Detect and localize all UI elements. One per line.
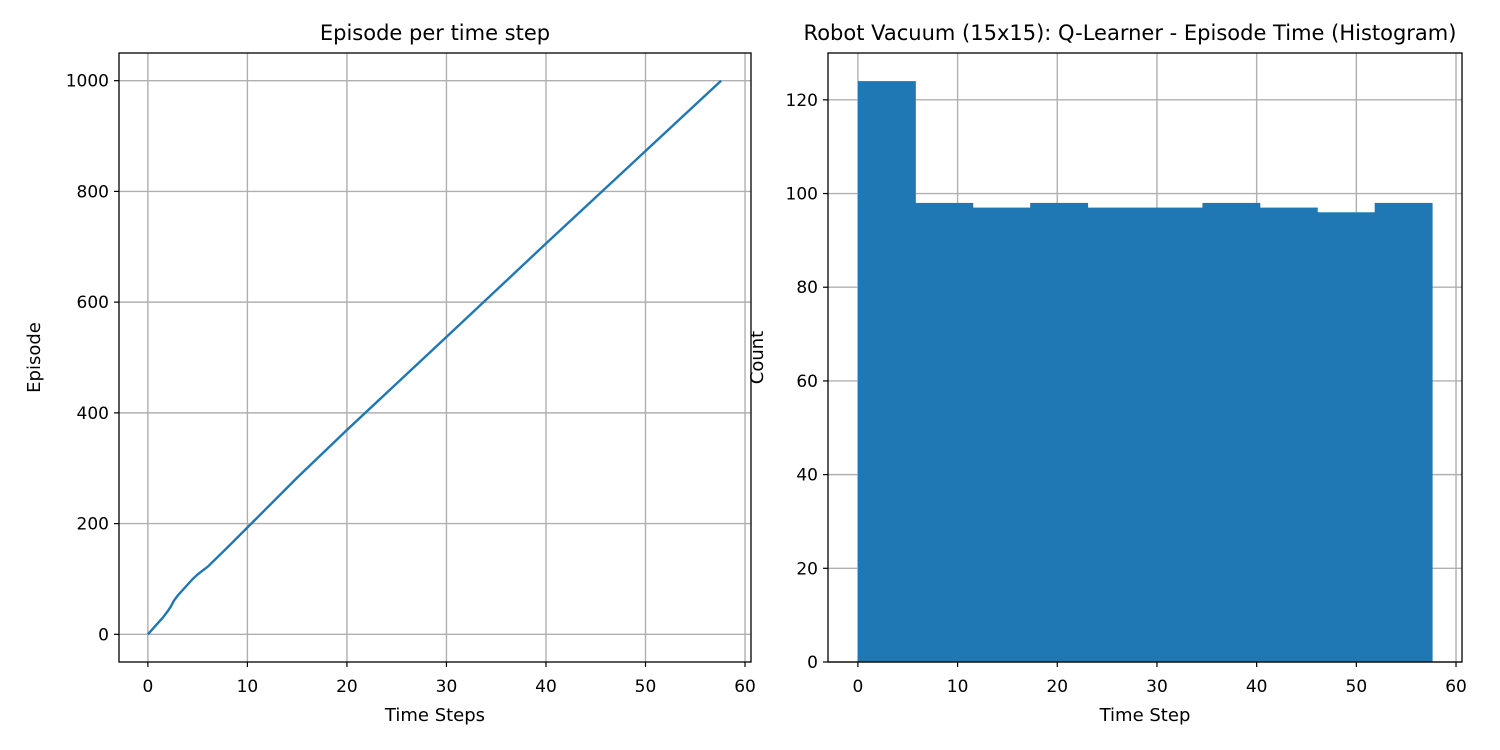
x-axis-label: Time Steps: [384, 705, 485, 726]
chart-title: Episode per time step: [320, 21, 550, 45]
series-line-episode: [147, 79, 722, 636]
y-axis-label: Count: [747, 331, 768, 384]
histogram-bar: [1202, 202, 1261, 662]
x-tick-label: 10: [237, 677, 259, 697]
histogram-bar: [1317, 212, 1376, 662]
y-tick-label: 40: [796, 466, 818, 486]
x-tick-label: 0: [142, 677, 153, 697]
x-tick-label: 20: [336, 677, 358, 697]
y-tick-label: 800: [77, 182, 109, 202]
x-tick-label: 40: [535, 677, 557, 697]
histogram-bar: [1030, 202, 1089, 662]
axes-frame: [118, 52, 752, 663]
histogram-bar: [1145, 207, 1203, 663]
x-tick-label: 60: [734, 677, 756, 697]
y-axis-label: Episode: [24, 322, 45, 393]
x-tick-label: 10: [947, 677, 969, 697]
y-tick-label: 1000: [66, 72, 109, 92]
y-tick-label: 0: [98, 625, 109, 645]
histogram-bar: [915, 202, 974, 662]
x-tick-label: 30: [436, 677, 458, 697]
y-tick-label: 0: [807, 653, 818, 673]
histogram-bar: [1087, 207, 1146, 663]
y-tick-label: 200: [77, 515, 109, 535]
histogram-bar: [1374, 202, 1433, 662]
y-tick-label: 120: [786, 91, 818, 111]
y-tick-label: 80: [796, 278, 818, 298]
histogram-bar: [857, 81, 916, 663]
x-tick-label: 0: [852, 677, 863, 697]
x-axis-label: Time Step: [1099, 705, 1191, 726]
y-tick-label: 60: [796, 372, 818, 392]
x-tick-label: 50: [1346, 677, 1368, 697]
x-tick-label: 60: [1445, 677, 1467, 697]
histogram-bar: [1259, 207, 1318, 663]
histogram-bars: [857, 81, 1433, 663]
axes-frame: [827, 52, 1463, 663]
gridlines: [119, 53, 751, 662]
y-tick-label: 100: [786, 185, 818, 205]
y-tick-label: 600: [77, 293, 109, 313]
x-tick-label: 40: [1246, 677, 1268, 697]
x-tick-label: 50: [635, 677, 657, 697]
y-tick-label: 20: [796, 559, 818, 579]
histogram-bar: [972, 207, 1031, 663]
x-tick-label: 20: [1046, 677, 1068, 697]
histogram-episode-time: 0 10 20 30 40 50 60 0 20 40 60 80 100 120 Robot Vacuum…: [747, 21, 1467, 726]
y-tick-label: 400: [77, 404, 109, 424]
chart-title: Robot Vacuum (15x15): Q-Learner - Episod…: [804, 21, 1457, 45]
x-tick-label: 30: [1146, 677, 1168, 697]
